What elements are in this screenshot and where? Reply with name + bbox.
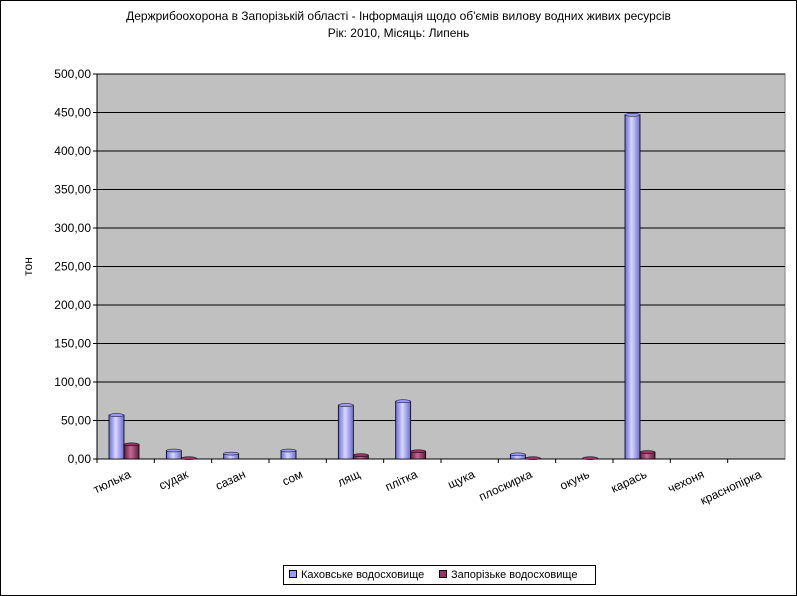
- y-tick-label: 450,00: [54, 106, 91, 120]
- x-tick-label: сом: [280, 467, 305, 489]
- bar-cap: [338, 403, 354, 407]
- y-tick-label: 350,00: [54, 183, 91, 197]
- bar-cap: [510, 452, 526, 457]
- x-tick-label: сазан: [213, 467, 247, 493]
- bar-cap: [525, 456, 541, 460]
- bar-kakhovske: [395, 400, 412, 460]
- bar-cap: [123, 442, 140, 447]
- bar-cap: [410, 449, 426, 454]
- x-tick-label: краснопірка: [698, 467, 764, 508]
- legend-label-kakhovske: Каховське водосховище: [301, 569, 425, 581]
- y-axis-title: тон: [21, 257, 35, 276]
- bar-cap: [166, 448, 182, 453]
- chart-legend: Каховське водосховище Запорізьке водосхо…: [283, 565, 596, 585]
- x-tick-label: окунь: [558, 467, 592, 493]
- bar-cap: [624, 113, 641, 117]
- y-tick-label: 300,00: [54, 221, 91, 235]
- chart-title: Держрибоохорона в Запорізькій області - …: [126, 9, 671, 23]
- y-tick-label: 400,00: [54, 144, 91, 158]
- x-tick-label: чехоня: [666, 467, 707, 496]
- x-tick-label: плоскирка: [477, 467, 535, 504]
- x-tick-label: тюлька: [91, 467, 133, 497]
- bar-cap: [181, 456, 197, 460]
- x-tick-label: щука: [445, 467, 477, 492]
- bar-cap: [353, 453, 369, 457]
- legend-item-kakhovske: Каховське водосховище: [289, 569, 424, 581]
- bar-kakhovske: [108, 414, 125, 460]
- x-tick-label: карась: [609, 467, 649, 496]
- bar-cap: [395, 399, 411, 403]
- bar-kakhovske: [624, 114, 641, 460]
- bar-cap: [223, 451, 239, 456]
- x-tick-label: плітка: [383, 467, 420, 494]
- bar-cap: [108, 413, 125, 417]
- x-tick-label: лящ: [335, 467, 362, 490]
- bar-cap: [639, 450, 656, 454]
- legend-swatch-kakhovske: [289, 570, 297, 579]
- legend-swatch-zaporizke: [439, 570, 447, 579]
- y-tick-label: 100,00: [54, 375, 91, 389]
- y-tick-label: 50,00: [61, 414, 91, 428]
- x-tick-label: судак: [157, 467, 191, 493]
- bar-kakhovske: [337, 404, 354, 460]
- y-tick-label: 0,00: [68, 452, 92, 466]
- legend-label-zaporizke: Запорізьке водосховище: [451, 569, 578, 581]
- chart-subtitle: Рік: 2010, Місяць: Липень: [327, 26, 470, 40]
- y-tick-label: 250,00: [54, 260, 91, 274]
- y-tick-label: 150,00: [54, 337, 91, 351]
- legend-item-zaporizke: Запорізьке водосховище: [439, 569, 577, 581]
- y-tick-label: 500,00: [54, 67, 91, 81]
- bar-cap: [280, 448, 297, 453]
- y-tick-label: 200,00: [54, 298, 91, 312]
- bar-cap: [582, 456, 598, 460]
- bar-zaporizke: [123, 443, 140, 460]
